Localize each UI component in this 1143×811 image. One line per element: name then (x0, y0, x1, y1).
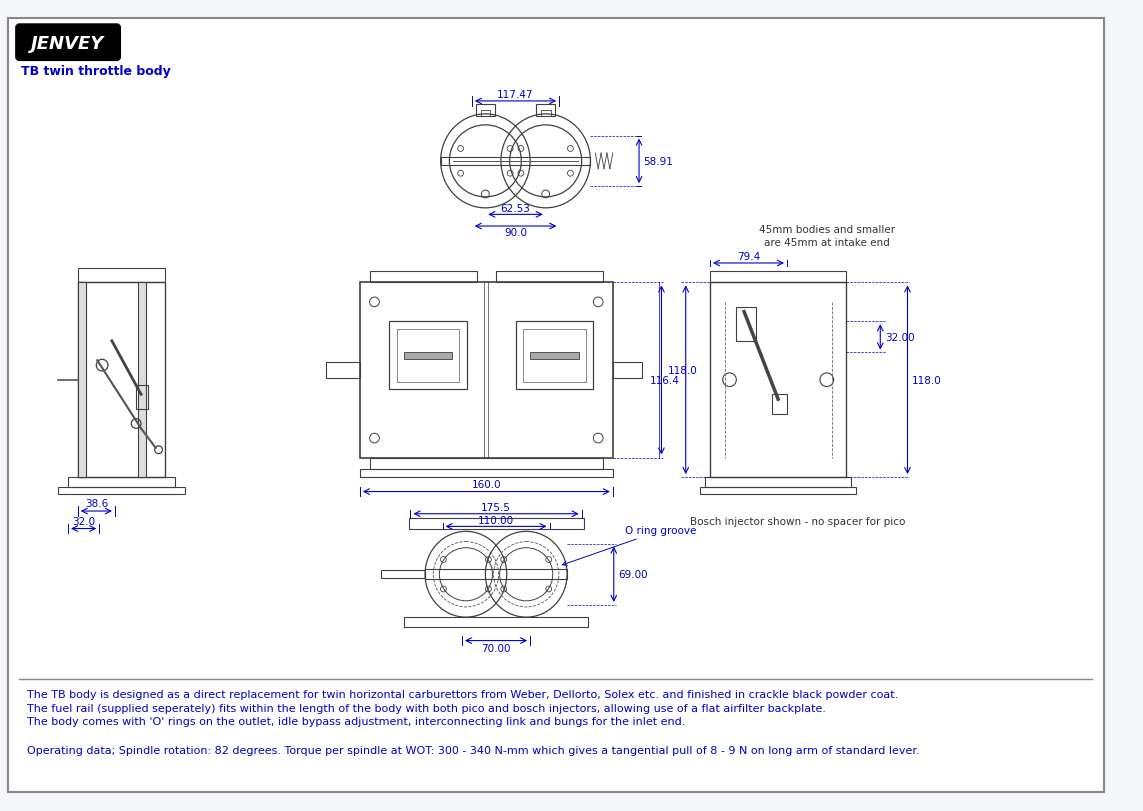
Bar (136, 385, 147, 410)
Bar (403, 352, 453, 360)
Bar (369, 272, 477, 283)
Bar (326, 363, 360, 378)
Text: 38.6: 38.6 (85, 499, 107, 508)
Bar (523, 330, 585, 382)
Text: 116.4: 116.4 (649, 375, 679, 385)
Bar (710, 283, 846, 478)
Bar (541, 111, 551, 117)
Bar (705, 478, 852, 487)
Text: 45mm bodies and smaller: 45mm bodies and smaller (759, 225, 895, 234)
Bar (69, 478, 175, 487)
Bar (78, 268, 166, 283)
Text: 58.91: 58.91 (644, 157, 673, 166)
Text: 118.0: 118.0 (668, 366, 697, 375)
Bar (389, 322, 466, 390)
Bar (530, 352, 578, 360)
Text: O ring groove: O ring groove (562, 526, 697, 566)
Bar (475, 105, 495, 117)
Bar (369, 458, 604, 470)
Bar (613, 363, 642, 378)
Bar (515, 322, 593, 390)
Bar (496, 272, 604, 283)
Text: TB twin throttle body: TB twin throttle body (22, 65, 171, 78)
Bar (480, 111, 490, 117)
Bar (403, 617, 589, 627)
Text: The TB body is designed as a direct replacement for twin horizontal carburettors: The TB body is designed as a direct repl… (27, 689, 898, 699)
Text: JENVEY: JENVEY (32, 35, 105, 53)
Bar (425, 569, 567, 579)
Text: 90.0: 90.0 (504, 228, 527, 238)
Bar (408, 518, 584, 530)
Text: 62.53: 62.53 (501, 204, 530, 213)
Bar (78, 283, 86, 478)
FancyBboxPatch shape (16, 26, 120, 61)
Bar (710, 272, 846, 283)
Bar (736, 307, 756, 341)
Text: 117.47: 117.47 (497, 90, 534, 100)
Text: Bosch injector shown - no spacer for pico: Bosch injector shown - no spacer for pic… (690, 516, 905, 526)
Text: 70.00: 70.00 (481, 644, 511, 654)
Bar (78, 283, 166, 478)
Bar (701, 487, 856, 495)
Text: The body comes with 'O' rings on the outlet, idle bypass adjustment, interconnec: The body comes with 'O' rings on the out… (27, 716, 686, 727)
Text: 32.00: 32.00 (885, 333, 914, 342)
Bar (138, 283, 146, 478)
Text: 69.00: 69.00 (618, 569, 648, 580)
Text: 118.0: 118.0 (912, 375, 942, 385)
Bar (360, 470, 613, 478)
Text: 32.0: 32.0 (72, 516, 95, 526)
Text: The fuel rail (supplied seperately) fits within the length of the body with both: The fuel rail (supplied seperately) fits… (27, 703, 826, 713)
Text: 110.00: 110.00 (478, 515, 514, 525)
Bar (397, 330, 459, 382)
Bar (58, 487, 185, 495)
Bar (382, 571, 425, 578)
Bar (360, 283, 613, 458)
Text: 160.0: 160.0 (472, 479, 501, 489)
Text: 175.5: 175.5 (481, 502, 511, 513)
Text: are 45mm at intake end: are 45mm at intake end (764, 238, 889, 247)
Text: Operating data; Spindle rotation: 82 degrees. Torque per spindle at WOT: 300 - 3: Operating data; Spindle rotation: 82 deg… (27, 745, 920, 756)
Bar (536, 105, 555, 117)
Text: 79.4: 79.4 (737, 252, 760, 262)
Bar (773, 395, 786, 414)
